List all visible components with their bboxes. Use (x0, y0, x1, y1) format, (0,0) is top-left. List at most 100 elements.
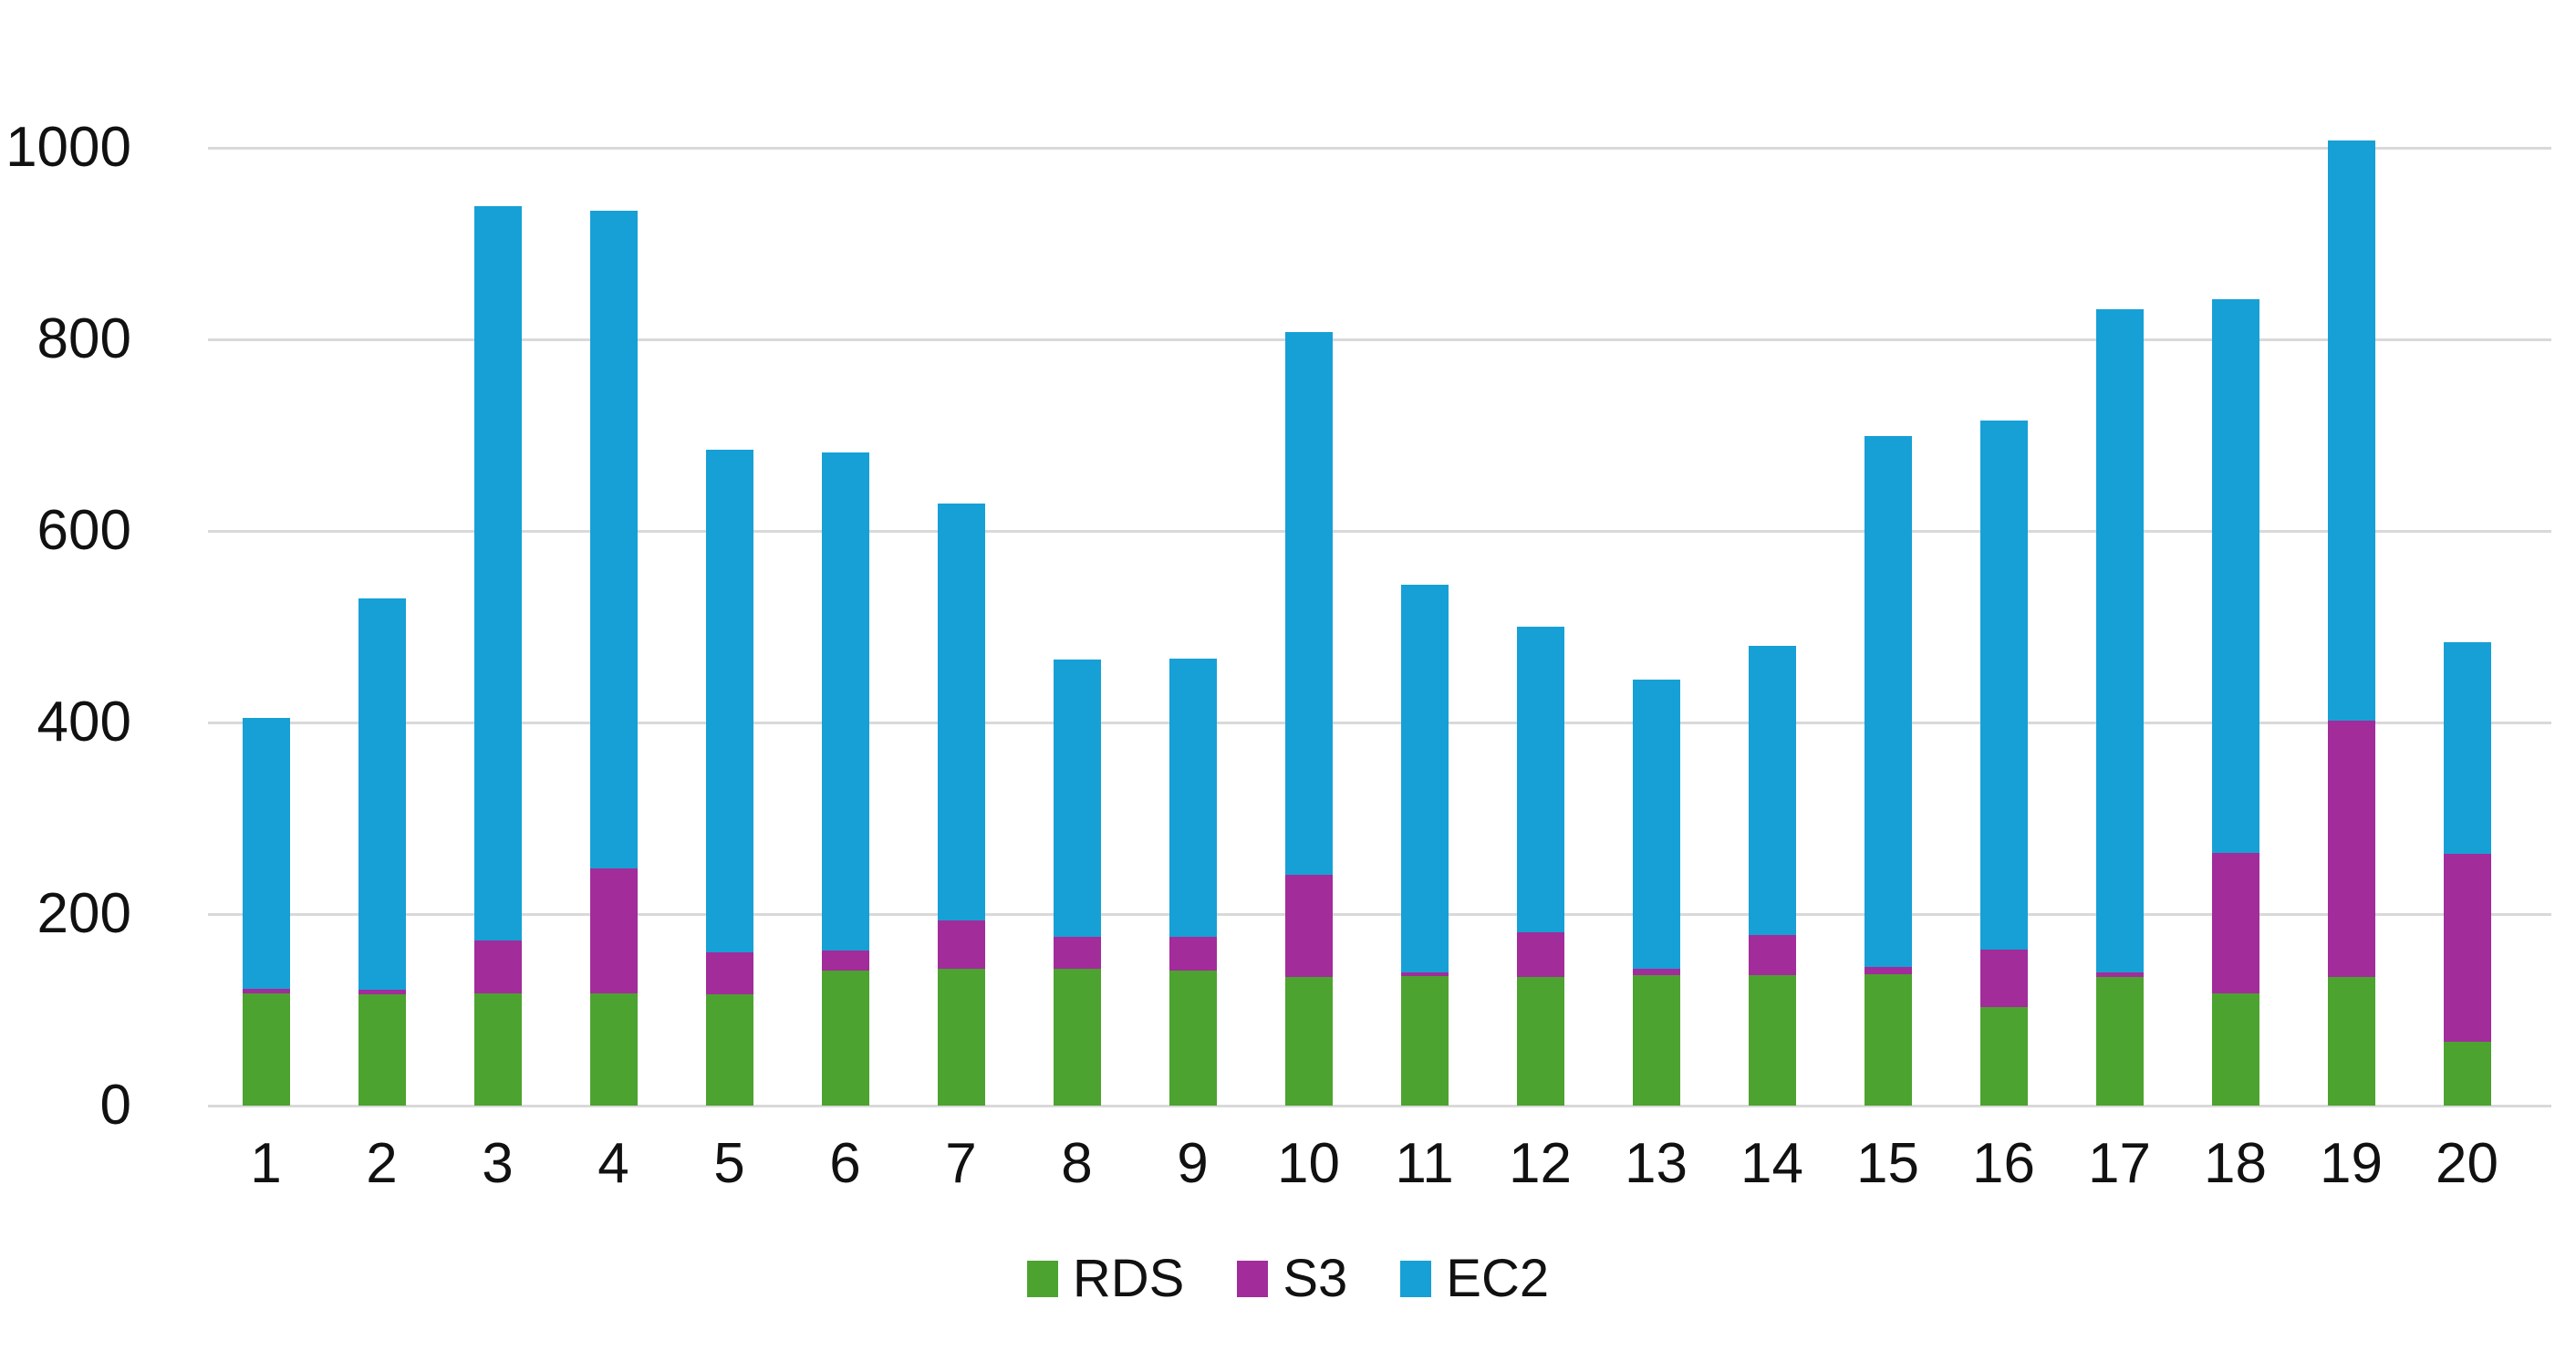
bar-segment-rds-11 (1400, 976, 1449, 1106)
bar-column-20 (2409, 148, 2525, 1106)
bar-segment-s3-17 (2095, 972, 2144, 978)
bar-stack-6 (821, 452, 869, 1106)
bar-stack-1 (242, 717, 290, 1106)
legend-swatch-s3 (1237, 1260, 1269, 1297)
x-tick-label-10: 10 (1277, 1132, 1340, 1195)
bar-stack-13 (1632, 679, 1680, 1106)
gridline-400 (208, 722, 2551, 724)
x-tick-label-18: 18 (2204, 1132, 2267, 1195)
bar-segment-ec2-2 (358, 598, 406, 990)
bar-segment-ec2-8 (1053, 659, 1101, 938)
bar-segment-rds-20 (2443, 1041, 2491, 1106)
bar-segment-ec2-14 (1748, 646, 1796, 936)
bar-segment-ec2-3 (473, 206, 522, 941)
y-tick-label: 600 (36, 499, 131, 562)
bar-segment-ec2-19 (2327, 140, 2375, 721)
bar-column-3 (440, 148, 556, 1106)
bar-segment-rds-4 (589, 993, 638, 1106)
legend-swatch-rds (1026, 1260, 1058, 1297)
bar-stack-9 (1169, 658, 1217, 1106)
bar-segment-s3-6 (821, 950, 869, 971)
x-tick-label-13: 13 (1625, 1132, 1688, 1195)
bar-stack-5 (705, 449, 753, 1106)
bar-segment-ec2-15 (1864, 436, 1912, 967)
bar-segment-rds-5 (705, 994, 753, 1106)
bar-segment-s3-18 (2211, 852, 2259, 994)
x-tick-label-4: 4 (597, 1132, 629, 1195)
bar-segment-ec2-11 (1400, 584, 1449, 973)
bar-segment-s3-4 (589, 868, 638, 994)
bar-column-8 (1019, 148, 1135, 1106)
gridline-600 (208, 530, 2551, 533)
bar-column-11 (1366, 148, 1482, 1106)
bar-stack-20 (2443, 641, 2491, 1106)
bar-segment-s3-16 (1979, 949, 2028, 1007)
legend-item-rds: RDS (1026, 1248, 1185, 1309)
x-tick-label-14: 14 (1740, 1132, 1803, 1195)
bar-segment-s3-13 (1632, 968, 1680, 976)
bar-column-13 (1598, 148, 1714, 1106)
bar-stack-19 (2327, 140, 2375, 1106)
y-tick-label: 0 (99, 1074, 131, 1137)
bar-segment-rds-13 (1632, 975, 1680, 1106)
legend-label-ec2: EC2 (1446, 1249, 1550, 1308)
bar-segment-ec2-9 (1169, 658, 1217, 938)
bar-segment-rds-9 (1169, 970, 1217, 1106)
bar-segment-s3-2 (358, 989, 406, 995)
bar-segment-s3-12 (1516, 931, 1564, 978)
bar-segment-rds-18 (2211, 993, 2259, 1106)
x-tick-label-12: 12 (1509, 1132, 1572, 1195)
gridline-0 (208, 1105, 2551, 1107)
bar-segment-ec2-4 (589, 211, 638, 868)
bar-segment-s3-8 (1053, 937, 1101, 969)
y-tick-label: 400 (36, 691, 131, 753)
bar-column-10 (1251, 148, 1366, 1106)
bar-segment-rds-6 (821, 970, 869, 1106)
legend-label-rds: RDS (1072, 1249, 1185, 1308)
plot-area: 0 200 400 600 800 1000 (5, 120, 2551, 1134)
bar-segment-rds-8 (1053, 968, 1101, 1106)
bar-stack-14 (1748, 646, 1796, 1106)
bar-segment-rds-1 (242, 993, 290, 1106)
x-tick-label-20: 20 (2436, 1132, 2498, 1195)
bar-column-16 (1946, 148, 2062, 1106)
x-tick-label-8: 8 (1061, 1132, 1093, 1195)
bars-layer (208, 140, 2525, 1106)
bar-stack-17 (2095, 309, 2144, 1106)
legend-item-s3: S3 (1237, 1248, 1347, 1309)
bar-column-17 (2062, 148, 2177, 1106)
x-tick-label-9: 9 (1177, 1132, 1209, 1195)
gridline-800 (208, 338, 2551, 341)
bar-segment-rds-19 (2327, 977, 2375, 1106)
x-tick-label-11: 11 (1395, 1132, 1454, 1195)
bar-segment-s3-19 (2327, 720, 2375, 978)
bar-segment-rds-14 (1748, 975, 1796, 1106)
bar-segment-rds-12 (1516, 977, 1564, 1106)
bar-segment-ec2-5 (705, 449, 753, 953)
legend-item-ec2: EC2 (1400, 1248, 1549, 1309)
bar-stack-10 (1284, 331, 1333, 1106)
x-tick-label-2: 2 (366, 1132, 398, 1195)
bar-stack-12 (1516, 627, 1564, 1106)
bar-column-14 (1714, 148, 1830, 1106)
bar-stack-4 (589, 211, 638, 1106)
bar-segment-ec2-12 (1516, 627, 1564, 932)
x-axis-labels: 1 2 3 4 5 6 7 8 9 10 11 12 13 14 15 16 17 18 19 20 (208, 1131, 2525, 1196)
bar-column-4 (556, 148, 671, 1106)
bar-column-7 (903, 148, 1019, 1106)
bar-segment-s3-5 (705, 952, 753, 995)
bar-stack-11 (1400, 584, 1449, 1106)
bar-segment-ec2-18 (2211, 298, 2259, 853)
bar-segment-ec2-16 (1979, 421, 2028, 950)
y-tick-label: 200 (36, 882, 131, 945)
gridline-200 (208, 913, 2551, 916)
bar-segment-s3-10 (1284, 874, 1333, 978)
bar-segment-ec2-6 (821, 452, 869, 951)
bar-stack-15 (1864, 436, 1912, 1106)
bar-column-18 (2177, 148, 2293, 1106)
x-tick-label-16: 16 (1972, 1132, 2035, 1195)
bar-segment-ec2-20 (2443, 641, 2491, 854)
bar-segment-s3-11 (1400, 972, 1449, 977)
legend-swatch-ec2 (1400, 1260, 1432, 1297)
